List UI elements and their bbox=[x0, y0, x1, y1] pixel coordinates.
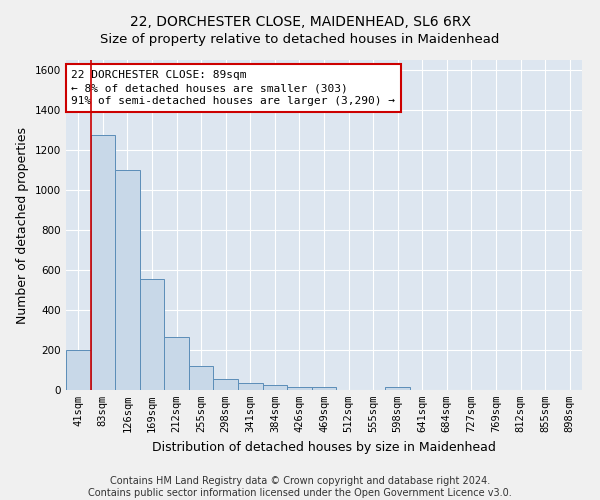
Text: Contains HM Land Registry data © Crown copyright and database right 2024.
Contai: Contains HM Land Registry data © Crown c… bbox=[88, 476, 512, 498]
Text: 22, DORCHESTER CLOSE, MAIDENHEAD, SL6 6RX: 22, DORCHESTER CLOSE, MAIDENHEAD, SL6 6R… bbox=[130, 15, 470, 29]
Bar bbox=[385, 387, 410, 390]
Bar bbox=[287, 387, 312, 390]
Text: Size of property relative to detached houses in Maidenhead: Size of property relative to detached ho… bbox=[100, 32, 500, 46]
Bar bbox=[66, 350, 91, 390]
X-axis label: Distribution of detached houses by size in Maidenhead: Distribution of detached houses by size … bbox=[152, 440, 496, 454]
Bar bbox=[238, 383, 263, 390]
Y-axis label: Number of detached properties: Number of detached properties bbox=[16, 126, 29, 324]
Bar bbox=[189, 366, 214, 390]
Text: 22 DORCHESTER CLOSE: 89sqm
← 8% of detached houses are smaller (303)
91% of semi: 22 DORCHESTER CLOSE: 89sqm ← 8% of detac… bbox=[71, 70, 395, 106]
Bar bbox=[91, 135, 115, 390]
Bar bbox=[214, 379, 238, 390]
Bar bbox=[312, 387, 336, 390]
Bar bbox=[263, 385, 287, 390]
Bar bbox=[164, 337, 189, 390]
Bar bbox=[115, 170, 140, 390]
Bar bbox=[140, 279, 164, 390]
